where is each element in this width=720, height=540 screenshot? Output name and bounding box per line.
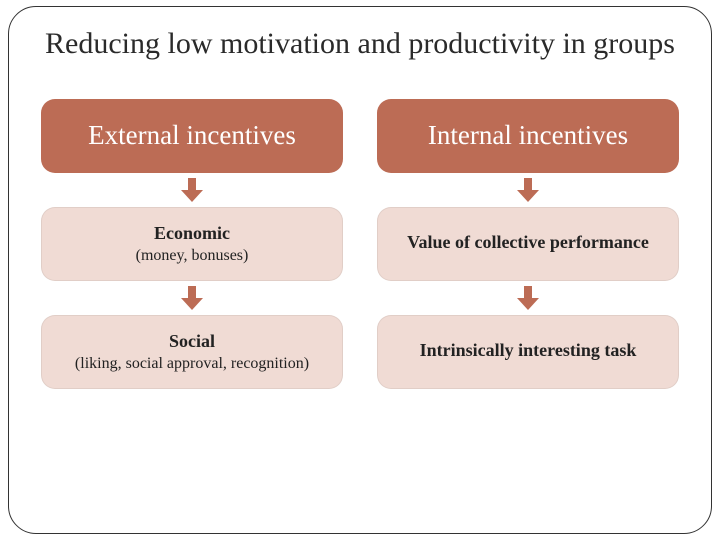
sub-box-intrinsic: Intrinsically interesting task (377, 315, 679, 389)
sub-title: Intrinsically interesting task (420, 339, 637, 362)
arrow-down-icon (517, 173, 539, 207)
slide-frame: Reducing low motivation and productivity… (8, 6, 712, 534)
sub-title: Economic (154, 222, 230, 245)
page-title: Reducing low motivation and productivity… (33, 25, 687, 63)
sub-title: Value of collective performance (407, 231, 649, 254)
columns-container: External incentives Economic (money, bon… (33, 99, 687, 389)
column-internal: Internal incentives Value of collective … (377, 99, 679, 389)
sub-text: (money, bonuses) (136, 247, 249, 265)
header-label: Internal incentives (428, 120, 628, 151)
header-box-external: External incentives (41, 99, 343, 173)
sub-text: (liking, social approval, recognition) (75, 355, 309, 373)
sub-box-value: Value of collective performance (377, 207, 679, 281)
sub-box-social: Social (liking, social approval, recogni… (41, 315, 343, 389)
sub-box-economic: Economic (money, bonuses) (41, 207, 343, 281)
arrow-down-icon (181, 173, 203, 207)
sub-title: Social (169, 330, 215, 353)
arrow-down-icon (517, 281, 539, 315)
arrow-down-icon (181, 281, 203, 315)
header-label: External incentives (88, 120, 296, 151)
header-box-internal: Internal incentives (377, 99, 679, 173)
column-external: External incentives Economic (money, bon… (41, 99, 343, 389)
